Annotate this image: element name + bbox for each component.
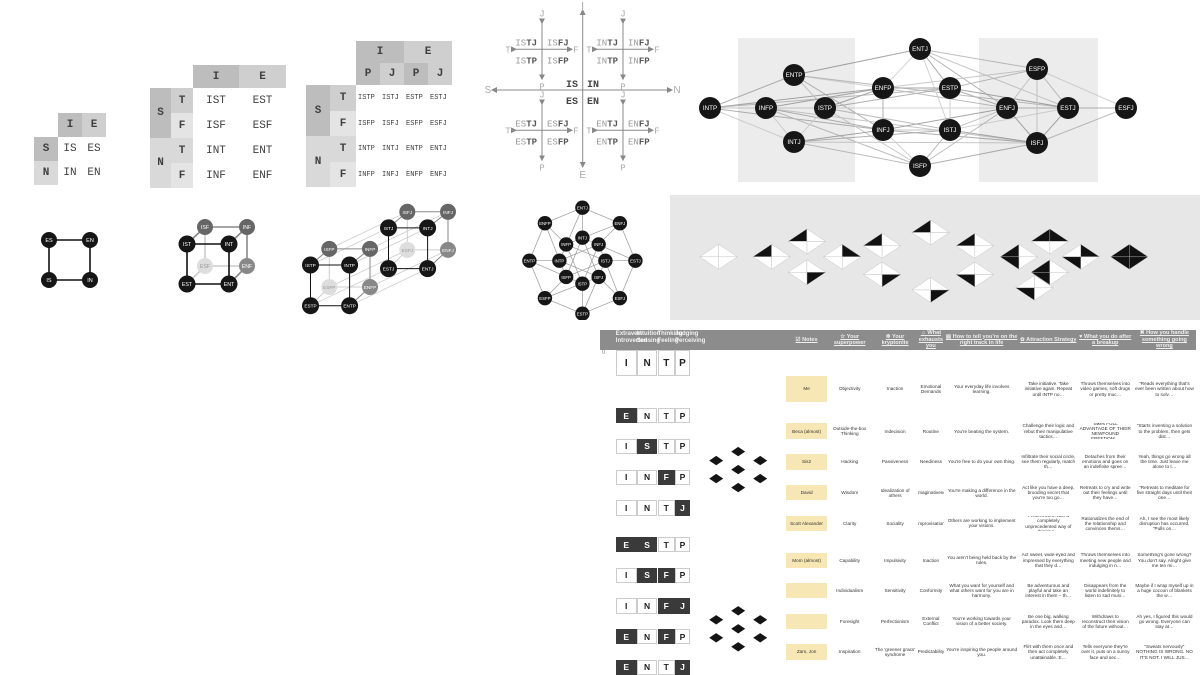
svg-text:ENFP: ENFP	[875, 85, 892, 92]
svg-text:ESTJ: ESTJ	[383, 267, 394, 272]
svg-text:T: T	[586, 126, 592, 136]
svg-text:ISFJ: ISFJ	[594, 275, 603, 280]
svg-text:ISFP: ISFP	[324, 247, 334, 252]
svg-text:ESTP: ESTP	[577, 312, 588, 317]
svg-text:INFJ: INFJ	[443, 210, 453, 215]
svg-text:ENFJ: ENFJ	[442, 248, 454, 253]
svg-text:ESTP: ESTP	[942, 85, 958, 92]
svg-text:ESTP: ESTP	[515, 137, 537, 147]
svg-text:IS: IS	[566, 80, 578, 91]
svg-text:ENTJ: ENTJ	[422, 267, 434, 272]
svg-text:ENFJ: ENFJ	[999, 105, 1015, 112]
svg-text:ENT: ENT	[224, 282, 235, 288]
svg-text:ENTP: ENTP	[343, 304, 356, 309]
svg-text:T: T	[505, 45, 511, 55]
svg-text:IST: IST	[183, 242, 192, 248]
svg-text:INTJ: INTJ	[787, 139, 800, 146]
svg-text:ISTP: ISTP	[515, 56, 537, 66]
svg-text:INFP: INFP	[561, 242, 571, 247]
svg-text:ISTP: ISTP	[305, 263, 315, 268]
svg-text:ESTJ: ESTJ	[630, 259, 641, 264]
svg-text:EN: EN	[86, 238, 94, 244]
svg-text:P: P	[620, 163, 625, 173]
svg-text:ISTJ: ISTJ	[384, 226, 394, 231]
svg-text:J: J	[539, 90, 544, 100]
svg-text:ESFJ: ESFJ	[547, 119, 569, 129]
svg-text:INFP: INFP	[628, 56, 650, 66]
svg-text:S: S	[485, 85, 492, 96]
svg-text:J: J	[620, 9, 625, 19]
svg-text:ESFJ: ESFJ	[402, 248, 413, 253]
svg-text:INTP: INTP	[596, 56, 618, 66]
svg-text:ESFJ: ESFJ	[615, 296, 626, 301]
svg-text:ISFJ: ISFJ	[547, 38, 569, 48]
svg-text:INTP: INTP	[555, 259, 565, 264]
svg-text:INTJ: INTJ	[423, 226, 433, 231]
svg-text:ESTJ: ESTJ	[1060, 105, 1075, 112]
svg-text:ISTJ: ISTJ	[515, 38, 537, 48]
svg-text:E: E	[579, 170, 586, 181]
svg-text:ESTJ: ESTJ	[515, 119, 537, 129]
svg-text:ESFP: ESFP	[547, 137, 569, 147]
svg-text:F: F	[573, 45, 578, 55]
svg-text:INTP: INTP	[344, 263, 355, 268]
svg-text:ENTP: ENTP	[786, 72, 803, 79]
svg-text:P: P	[539, 163, 544, 173]
svg-text:ENFJ: ENFJ	[628, 119, 650, 129]
svg-text:IN: IN	[87, 278, 93, 284]
svg-text:ISFJ: ISFJ	[1031, 140, 1044, 147]
svg-text:IS: IS	[46, 278, 52, 284]
svg-text:ENFP: ENFP	[628, 137, 650, 147]
svg-text:ISFP: ISFP	[561, 275, 571, 280]
svg-text:ENTJ: ENTJ	[596, 119, 618, 129]
svg-text:F: F	[654, 126, 659, 136]
svg-text:ESFP: ESFP	[1029, 66, 1045, 73]
svg-text:J: J	[539, 9, 544, 19]
svg-text:ENTJ: ENTJ	[912, 46, 928, 53]
svg-text:ISFP: ISFP	[547, 56, 569, 66]
svg-text:ISFP: ISFP	[913, 163, 927, 170]
svg-text:ENFP: ENFP	[364, 285, 377, 290]
svg-text:ESTP: ESTP	[304, 304, 316, 309]
svg-text:T: T	[586, 45, 592, 55]
svg-text:INFJ: INFJ	[628, 38, 650, 48]
svg-text:ISFJ: ISFJ	[402, 210, 412, 215]
svg-text:F: F	[573, 126, 578, 136]
svg-text:F: F	[654, 45, 659, 55]
svg-text:ISTJ: ISTJ	[944, 127, 957, 134]
svg-text:EN: EN	[587, 97, 599, 108]
svg-text:ESF: ESF	[200, 264, 211, 270]
svg-text:ENF: ENF	[242, 264, 253, 270]
svg-text:ISTP: ISTP	[578, 282, 588, 287]
svg-text:J: J	[620, 90, 625, 100]
svg-text:ISTP: ISTP	[818, 105, 832, 112]
svg-text:INTJ: INTJ	[596, 38, 618, 48]
svg-text:EST: EST	[182, 282, 193, 288]
svg-text:INFP: INFP	[365, 247, 376, 252]
svg-text:ISTJ: ISTJ	[601, 259, 610, 264]
svg-text:INFJ: INFJ	[594, 242, 603, 247]
svg-text:ISF: ISF	[201, 225, 210, 231]
svg-text:INFP: INFP	[759, 105, 773, 112]
svg-text:ENFP: ENFP	[539, 221, 551, 226]
svg-text:INTP: INTP	[703, 105, 717, 112]
svg-text:I: I	[581, 1, 584, 12]
svg-text:IN: IN	[587, 80, 599, 91]
svg-text:ESFP: ESFP	[539, 296, 550, 301]
svg-text:ES: ES	[45, 238, 53, 244]
svg-text:ES: ES	[566, 97, 578, 108]
svg-text:ESFJ: ESFJ	[1118, 105, 1133, 112]
svg-text:ENTP: ENTP	[524, 259, 536, 264]
svg-text:ENTJ: ENTJ	[577, 206, 588, 211]
svg-text:INT: INT	[225, 242, 234, 248]
svg-text:INTJ: INTJ	[578, 236, 587, 241]
svg-text:INFJ: INFJ	[876, 127, 889, 134]
svg-text:ENTP: ENTP	[596, 137, 618, 147]
svg-text:ESFP: ESFP	[323, 285, 335, 290]
svg-text:INF: INF	[243, 225, 252, 231]
svg-text:ENFJ: ENFJ	[615, 221, 626, 226]
svg-text:T: T	[505, 126, 511, 136]
